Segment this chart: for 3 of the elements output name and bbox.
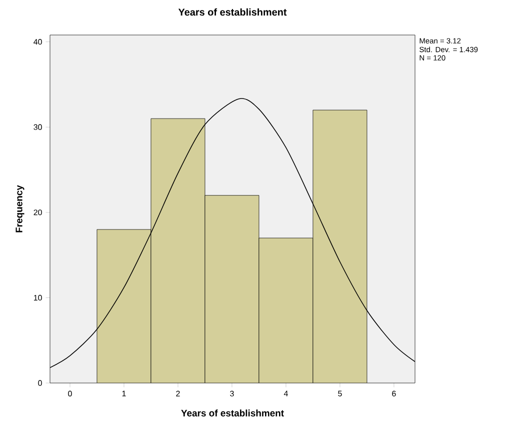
chart-title: Years of establishment: [178, 8, 287, 16]
x-axis-title: Years of establishment: [181, 410, 284, 416]
y-axis-title: Frequency: [16, 185, 24, 232]
